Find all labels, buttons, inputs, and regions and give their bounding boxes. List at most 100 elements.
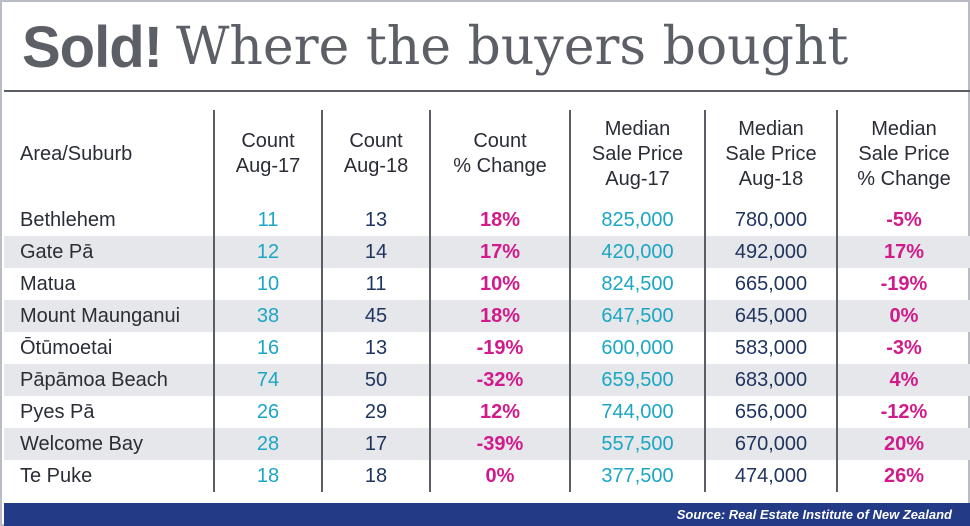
table-row: Matua 10 11 10% 824,500 665,000 -19% (4, 268, 970, 300)
count-aug18-cell: 45 (321, 300, 430, 332)
count-aug18-cell: 29 (321, 396, 430, 428)
count-aug18-cell: 17 (321, 428, 430, 460)
header-price-aug18: Median Sale Price Aug-18 (704, 110, 837, 198)
table-row: Bethlehem 11 13 18% 825,000 780,000 -5% (4, 198, 970, 236)
count-aug17-cell: 10 (213, 268, 322, 300)
price-aug17-cell: 744,000 (569, 396, 705, 428)
price-aug17-cell: 647,500 (569, 300, 705, 332)
header-price-change: Median Sale Price% Change (836, 110, 970, 198)
sales-table: Area/Suburb Count Aug-17 Count Aug-18 Count % … (4, 110, 970, 492)
table-row: Pāpāmoa Beach 74 50 -32% 659,500 683,000 4% (4, 364, 970, 396)
count-change-cell: 0% (429, 460, 570, 492)
title-bold: Sold! (22, 14, 163, 80)
header-line: Aug-18 (343, 155, 409, 177)
price-change-cell: 17% (836, 236, 970, 268)
price-aug18-cell: 656,000 (704, 396, 837, 428)
count-change-cell: 18% (429, 198, 570, 236)
count-aug18-cell: 13 (321, 198, 430, 236)
count-aug17-cell: 74 (213, 364, 322, 396)
price-aug18-cell: 583,000 (704, 332, 837, 364)
price-aug17-cell: 825,000 (569, 198, 705, 236)
table-body: Bethlehem 11 13 18% 825,000 780,000 -5% Gate Pā… (4, 198, 970, 492)
price-aug18-cell: 670,000 (704, 428, 837, 460)
count-aug18-cell: 11 (321, 268, 430, 300)
count-change-cell: 18% (429, 300, 570, 332)
area-cell: Welcome Bay (4, 428, 214, 460)
price-aug18-cell: 474,000 (704, 460, 837, 492)
source-bar: Source: Real Estate Institute of New Zea… (4, 503, 970, 526)
count-aug18-cell: 18 (321, 460, 430, 492)
header-line: Sale Price (725, 142, 817, 165)
header-count-aug17: Count Aug-17 (213, 110, 322, 198)
count-aug17-cell: 18 (213, 460, 322, 492)
header-line: Aug-17 (605, 167, 670, 190)
price-aug18-cell: 645,000 (704, 300, 837, 332)
header-price-aug17: Median Sale Price Aug-17 (569, 110, 705, 198)
source-text: Source: Real Estate Institute of New Zea… (676, 507, 952, 522)
title-rest: Where the buyers bought (175, 17, 849, 77)
header-line: Sale Price (591, 142, 684, 165)
price-aug18-cell: 665,000 (704, 268, 837, 300)
price-change-cell: -3% (836, 332, 970, 364)
header-line: Aug-18 (738, 167, 804, 190)
table-header: Area/Suburb Count Aug-17 Count Aug-18 Count % … (4, 110, 970, 198)
table-row: Te Puke 18 18 0% 377,500 474,000 26% (4, 460, 970, 492)
area-cell: Te Puke (20, 464, 93, 487)
count-aug18-cell: 14 (321, 236, 430, 268)
count-aug17-cell: 38 (213, 300, 322, 332)
price-change-cell: 20% (836, 428, 970, 460)
price-aug18-cell: 683,000 (704, 364, 837, 396)
area-cell: Matua (20, 272, 76, 295)
count-aug17-cell: 26 (213, 396, 322, 428)
count-change-cell: 17% (429, 236, 570, 268)
count-change-cell: -39% (429, 428, 570, 460)
price-aug17-cell: 420,000 (569, 236, 705, 268)
area-cell: Mount Maunganui (4, 300, 214, 332)
header-count-change: Count % Change (429, 110, 570, 198)
area-cell: Ōtūmoetai (20, 336, 113, 359)
price-aug18-cell: 780,000 (704, 198, 837, 236)
count-change-cell: -19% (429, 332, 570, 364)
count-aug17-cell: 11 (213, 198, 322, 236)
header-line: Median (871, 117, 937, 140)
table-row: Gate Pā 12 14 17% 420,000 492,000 17% (4, 236, 970, 268)
header-count-aug18: Count Aug-18 (321, 110, 430, 198)
table-row: Mount Maunganui 38 45 18% 647,500 645,000 0% (4, 300, 970, 332)
table-row: Welcome Bay 28 17 -39% 557,500 670,000 20% (4, 428, 970, 460)
price-aug18-cell: 492,000 (704, 236, 837, 268)
count-change-cell: 10% (429, 268, 570, 300)
header-line: % Change (453, 155, 547, 177)
price-change-cell: -19% (836, 268, 970, 300)
price-change-cell: 0% (836, 300, 970, 332)
price-aug17-cell: 377,500 (569, 460, 705, 492)
price-change-cell: 4% (836, 364, 970, 396)
price-change-cell: -12% (836, 396, 970, 428)
price-aug17-cell: 557,500 (569, 428, 705, 460)
area-cell: Pāpāmoa Beach (4, 364, 214, 396)
count-aug18-cell: 50 (321, 364, 430, 396)
header-line: Area/Suburb (20, 142, 133, 165)
count-aug17-cell: 16 (213, 332, 322, 364)
header-line: Count (241, 130, 295, 152)
area-cell: Bethlehem (20, 208, 116, 231)
area-cell: Gate Pā (4, 236, 214, 268)
price-change-cell: -5% (836, 198, 970, 236)
header-line: Count (349, 130, 403, 152)
header-area: Area/Suburb (4, 110, 214, 198)
header-line: Median (604, 117, 671, 140)
header-line: Sale Price (858, 142, 950, 165)
header-line: Aug-17 (235, 155, 301, 177)
count-change-cell: 12% (429, 396, 570, 428)
count-aug18-cell: 13 (321, 332, 430, 364)
price-aug17-cell: 659,500 (569, 364, 705, 396)
count-change-cell: -32% (429, 364, 570, 396)
table-row: Pyes Pā 26 29 12% 744,000 656,000 -12% (4, 396, 970, 428)
count-aug17-cell: 12 (213, 236, 322, 268)
header-line: % Change (857, 167, 951, 190)
header-line: Median (738, 117, 804, 140)
price-change-cell: 26% (836, 460, 970, 492)
table-row: Ōtūmoetai 16 13 -19% 600,000 583,000 -3% (4, 332, 970, 364)
price-aug17-cell: 600,000 (569, 332, 705, 364)
price-aug17-cell: 824,500 (569, 268, 705, 300)
title-bar: Sold! Where the buyers bought (4, 4, 970, 92)
